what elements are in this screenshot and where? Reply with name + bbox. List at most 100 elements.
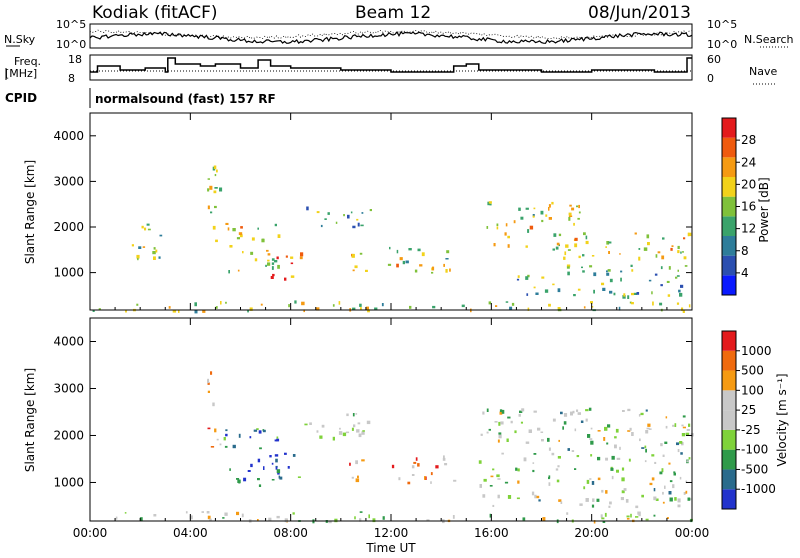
power-cell xyxy=(367,309,370,313)
velocity-cell xyxy=(504,481,509,484)
freq-panel-frame xyxy=(89,54,693,81)
velocity-cell xyxy=(214,428,217,433)
velocity-cell xyxy=(498,432,502,435)
power-cell xyxy=(578,255,581,259)
velocity-cell xyxy=(209,518,212,521)
velocity-cell xyxy=(606,442,609,445)
power-cell xyxy=(215,239,218,243)
date-title: 08/Jun/2013 xyxy=(588,3,691,23)
velocity-cell xyxy=(674,497,677,501)
colorbar-tick-label: -500 xyxy=(741,462,768,476)
power-cell xyxy=(634,232,637,235)
power-cell xyxy=(215,306,218,309)
power-heatmap xyxy=(92,165,692,314)
power-cell xyxy=(414,269,418,273)
velocity-cell xyxy=(516,497,520,500)
power-cell xyxy=(137,258,139,261)
velocity-cell xyxy=(681,424,684,427)
velocity-cell xyxy=(356,429,360,433)
velocity-cell xyxy=(189,515,193,520)
power-cell xyxy=(316,211,320,214)
velocity-cell xyxy=(206,511,210,514)
power-cell xyxy=(306,206,309,211)
power-cell xyxy=(242,251,244,254)
power-cell xyxy=(419,264,423,267)
velocity-cell xyxy=(679,441,683,444)
power-cell xyxy=(648,279,652,282)
power-cell xyxy=(568,216,571,221)
power-cell xyxy=(354,265,358,269)
velocity-cell xyxy=(229,468,231,471)
velocity-cell xyxy=(680,452,683,455)
velocity-cell xyxy=(297,476,301,478)
power-cell xyxy=(505,301,509,303)
power-y-ticks: 1000 2000 3000 4000 xyxy=(53,129,692,280)
velocity-cell xyxy=(269,455,272,458)
power-cell xyxy=(489,203,492,206)
power-cell xyxy=(219,187,223,192)
power-cell xyxy=(409,305,412,309)
velocity-cell xyxy=(639,438,641,442)
colorbar-swatch xyxy=(722,429,736,450)
power-cell xyxy=(365,306,369,310)
power-cell xyxy=(207,178,210,180)
velocity-cell xyxy=(486,408,489,412)
velocity-cell xyxy=(604,512,607,517)
power-cell xyxy=(417,248,421,252)
velocity-cell xyxy=(507,495,512,499)
velocity-cell xyxy=(268,517,272,522)
power-panel-frame xyxy=(89,112,693,311)
power-cell xyxy=(532,214,535,217)
velocity-cell xyxy=(453,479,457,482)
velocity-cell xyxy=(413,461,417,464)
velocity-y-axis-label: Slant Range [km] xyxy=(23,368,37,472)
velocity-cell xyxy=(605,457,608,461)
power-cell xyxy=(591,306,594,308)
power-cell xyxy=(573,222,575,226)
velocity-cell xyxy=(607,424,611,428)
power-cell xyxy=(359,303,362,307)
velocity-cell xyxy=(682,415,686,418)
power-cell xyxy=(272,273,275,277)
power-cell xyxy=(553,233,557,237)
velocity-cell xyxy=(548,475,551,479)
power-cell xyxy=(194,302,197,307)
x-tick-label: 16:00 xyxy=(474,526,509,540)
power-cell xyxy=(152,251,156,255)
velocity-cell xyxy=(548,477,550,480)
power-cell xyxy=(540,210,544,215)
power-cell xyxy=(257,227,259,230)
velocity-cell xyxy=(626,515,630,518)
power-cell xyxy=(527,307,530,311)
power-cell xyxy=(525,207,529,210)
velocity-cell xyxy=(425,476,427,480)
velocity-cell xyxy=(563,421,567,425)
power-cell xyxy=(338,301,341,305)
velocity-cell xyxy=(357,475,359,479)
velocity-cell xyxy=(614,436,617,439)
power-cell xyxy=(518,207,521,211)
power-cell xyxy=(352,307,356,310)
power-cell xyxy=(303,309,305,313)
power-cell xyxy=(676,275,680,277)
power-cell xyxy=(589,265,593,268)
velocity-cell xyxy=(574,468,577,470)
velocity-cell xyxy=(124,512,127,514)
power-cell xyxy=(374,307,378,310)
power-cell xyxy=(159,234,163,237)
power-cell xyxy=(316,307,320,311)
power-cell xyxy=(551,201,554,205)
velocity-cell xyxy=(276,436,279,439)
power-cell xyxy=(504,232,507,236)
velocity-cell xyxy=(506,438,509,442)
y-tick-label: 1000 xyxy=(53,266,84,280)
colorbar-tick-label: 500 xyxy=(741,364,764,378)
power-cell xyxy=(505,223,508,227)
velocity-cell xyxy=(629,427,632,431)
velocity-cell xyxy=(605,490,608,494)
colorbar-swatch xyxy=(722,255,736,276)
colorbar-tick-label: 12 xyxy=(741,222,756,236)
x-tick-label: 12:00 xyxy=(374,526,409,540)
colorbar-tick-label: 20 xyxy=(741,177,756,191)
